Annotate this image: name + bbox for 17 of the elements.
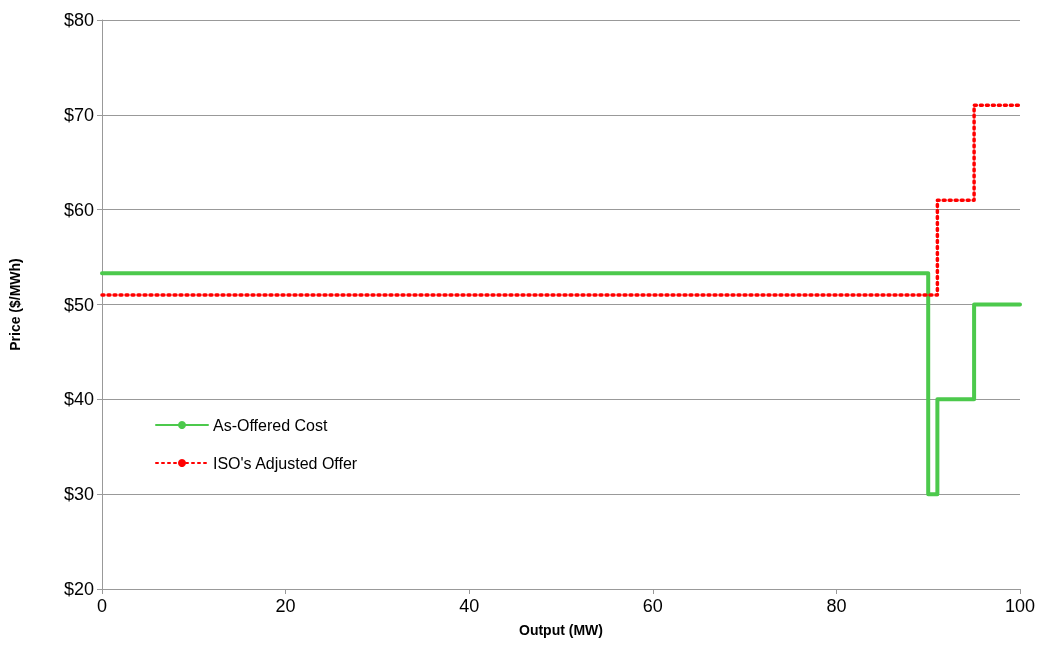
y-tick-label: $50	[63, 294, 94, 315]
y-tick-label: $70	[63, 104, 94, 125]
x-tick-label: 20	[275, 596, 296, 616]
x-tick-label: 100	[1004, 596, 1036, 616]
y-tick-label: $20	[63, 579, 94, 599]
legend-label: ISO's Adjusted Offer	[213, 454, 358, 472]
x-tick-label: 0	[96, 596, 108, 616]
x-tick-label: 60	[642, 596, 663, 616]
y-tick-label: $80	[63, 10, 94, 30]
y-tick-label: $30	[63, 484, 94, 505]
legend-label: As-Offered Cost	[213, 416, 328, 434]
y-tick-label: $40	[63, 389, 94, 410]
x-tick-label: 80	[826, 596, 847, 616]
x-tick-label: 40	[459, 596, 480, 616]
x-axis-title: Output (MW)	[519, 622, 603, 638]
y-axis-title: Price ($/MWh)	[7, 258, 23, 351]
y-tick-label: $60	[63, 199, 94, 220]
